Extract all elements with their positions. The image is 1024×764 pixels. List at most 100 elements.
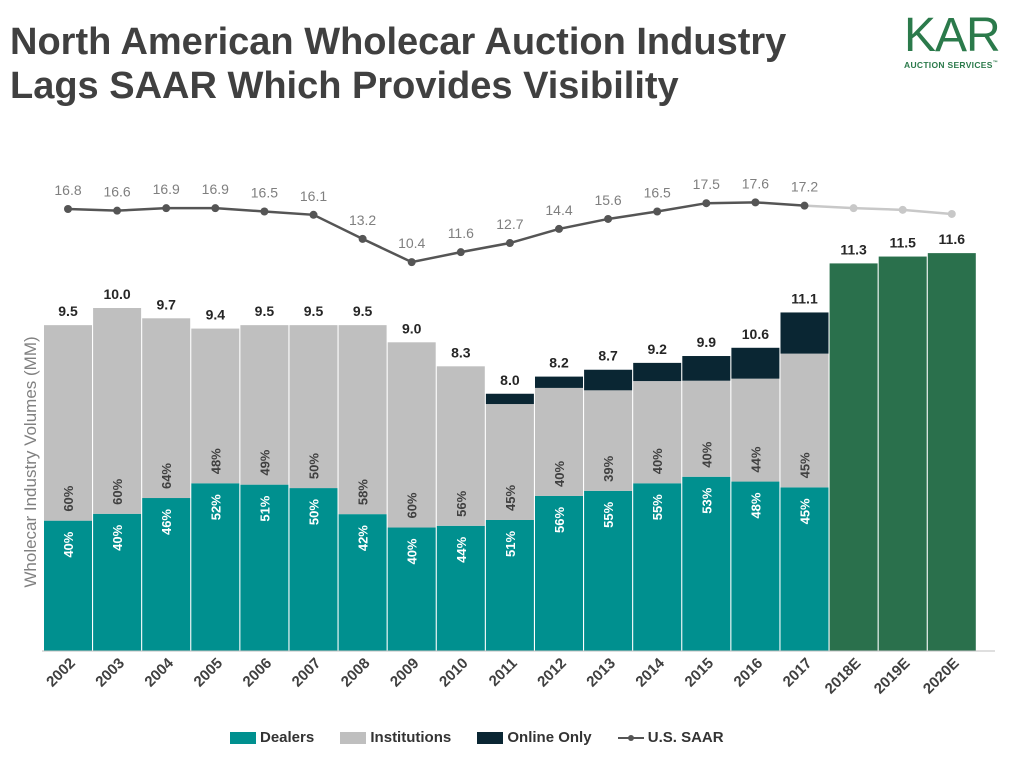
bar-dealers-2009 bbox=[387, 527, 436, 651]
bar-label-institutions-2012: 40% bbox=[552, 461, 567, 487]
bar-label-dealers-2002: 40% bbox=[61, 531, 76, 557]
saar-label-2005: 16.9 bbox=[202, 181, 229, 197]
bar-online_only-2015 bbox=[682, 356, 731, 381]
bar-label-institutions-2002: 60% bbox=[61, 485, 76, 511]
bar-dealers-2014 bbox=[633, 483, 682, 651]
logo-trademark: ™ bbox=[992, 60, 999, 67]
x-tick-2003: 2003 bbox=[92, 655, 128, 691]
kar-logo: KAR AUCTION SERVICES™ bbox=[900, 10, 1012, 72]
bar-dealers-2005 bbox=[191, 483, 240, 651]
bar-label-dealers-2007: 50% bbox=[307, 499, 322, 525]
title-line-2: Lags SAAR Which Provides Visibility bbox=[10, 65, 679, 107]
total-label-2014: 9.2 bbox=[647, 341, 667, 357]
saar-point-2009 bbox=[407, 258, 416, 267]
total-label-2013: 8.7 bbox=[598, 348, 618, 364]
total-label-2005: 9.4 bbox=[206, 307, 226, 323]
bar-institutions-2014 bbox=[633, 381, 682, 484]
bar-label-dealers-2006: 51% bbox=[257, 495, 272, 521]
total-label-2007: 9.5 bbox=[304, 303, 324, 319]
bar-dealers-2015 bbox=[682, 476, 731, 651]
x-tick-2004: 2004 bbox=[141, 654, 177, 690]
bar-institutions-2004 bbox=[142, 318, 191, 499]
bar-label-institutions-2006: 49% bbox=[257, 449, 272, 475]
bar-estimate-2019E bbox=[878, 256, 927, 651]
legend-line-saar bbox=[617, 732, 644, 744]
bar-institutions-2015 bbox=[682, 380, 731, 477]
bar-dealers-2010 bbox=[436, 525, 485, 651]
bar-institutions-2005 bbox=[191, 328, 240, 484]
x-tick-2014: 2014 bbox=[632, 654, 668, 690]
bar-institutions-2006 bbox=[240, 325, 289, 485]
bar-institutions-2002 bbox=[44, 325, 92, 521]
x-tick-2012: 2012 bbox=[534, 655, 570, 691]
saar-label-2004: 16.9 bbox=[153, 181, 180, 197]
bar-online_only-2011 bbox=[485, 393, 534, 405]
bar-label-dealers-2015: 53% bbox=[699, 487, 714, 513]
total-label-2004: 9.7 bbox=[156, 296, 176, 312]
bar-institutions-2012 bbox=[535, 387, 583, 496]
total-label-2002: 9.5 bbox=[58, 303, 78, 319]
total-label-2010: 8.3 bbox=[451, 344, 471, 360]
legend-label-saar: U.S. SAAR bbox=[647, 728, 724, 746]
bar-label-dealers-2013: 55% bbox=[601, 501, 616, 527]
total-label-2016: 10.6 bbox=[742, 326, 769, 342]
bar-label-dealers-2012: 56% bbox=[552, 507, 567, 533]
bar-label-dealers-2008: 42% bbox=[356, 525, 371, 551]
bar-label-dealers-2010: 44% bbox=[454, 536, 469, 562]
saar-estimate-point-2018E bbox=[849, 204, 858, 213]
bar-label-institutions-2004: 64% bbox=[159, 463, 174, 489]
saar-point-2005 bbox=[211, 204, 220, 213]
saar-label-2017: 17.2 bbox=[791, 179, 818, 195]
total-label-2006: 9.5 bbox=[255, 303, 275, 319]
legend-label-institutions: Institutions bbox=[370, 728, 452, 746]
total-label-2009: 9.0 bbox=[402, 320, 422, 336]
saar-point-2012 bbox=[555, 224, 563, 233]
legend-swatch-institutions bbox=[340, 731, 367, 744]
saar-estimate-point-2019E bbox=[898, 205, 907, 214]
legend-institutions: Institutions bbox=[340, 729, 451, 746]
bar-online_only-2013 bbox=[584, 369, 633, 391]
bar-dealers-2012 bbox=[535, 495, 583, 651]
saar-label-2009: 10.4 bbox=[398, 235, 425, 251]
bar-label-institutions-2009: 60% bbox=[405, 492, 420, 518]
total-label-2008: 9.5 bbox=[353, 303, 373, 319]
total-label-2020E: 11.6 bbox=[939, 231, 966, 247]
x-tick-2011: 2011 bbox=[486, 655, 521, 690]
bar-dealers-2011 bbox=[485, 519, 534, 651]
x-tick-2007: 2007 bbox=[289, 655, 325, 691]
bar-dealers-2002 bbox=[44, 520, 92, 651]
bar-label-institutions-2007: 50% bbox=[307, 453, 322, 479]
legend-swatch-dealers bbox=[230, 731, 256, 744]
bar-label-dealers-2014: 55% bbox=[650, 494, 665, 520]
bar-institutions-2013 bbox=[584, 390, 633, 491]
bar-estimate-2020E bbox=[927, 253, 976, 651]
saar-point-2008 bbox=[358, 234, 367, 243]
x-tick-2006: 2006 bbox=[240, 655, 276, 691]
saar-point-2002 bbox=[64, 205, 72, 213]
logo-subtitle-text: AUCTION SERVICES bbox=[904, 60, 993, 70]
saar-point-2004 bbox=[162, 204, 171, 213]
bar-label-institutions-2015: 40% bbox=[699, 441, 714, 467]
saar-point-2010 bbox=[456, 248, 465, 257]
bar-dealers-2016 bbox=[731, 481, 780, 651]
bar-label-dealers-2009: 40% bbox=[405, 538, 420, 564]
saar-label-2007: 16.1 bbox=[300, 188, 327, 204]
bar-dealers-2006 bbox=[240, 484, 289, 651]
saar-point-2011 bbox=[505, 239, 514, 248]
bar-institutions-2017 bbox=[780, 353, 829, 488]
bar-label-dealers-2016: 48% bbox=[748, 492, 763, 518]
chart-legend: Dealers Institutions Online Only U.S. SA… bbox=[230, 728, 746, 748]
bar-dealers-2017 bbox=[780, 487, 829, 651]
saar-label-2002: 16.8 bbox=[54, 182, 81, 198]
saar-label-2015: 17.5 bbox=[693, 176, 720, 192]
saar-label-2006: 16.5 bbox=[251, 184, 278, 200]
total-label-2012: 8.2 bbox=[549, 355, 569, 371]
bar-institutions-2007 bbox=[289, 325, 338, 489]
bar-institutions-2010 bbox=[436, 366, 485, 526]
x-tick-2010: 2010 bbox=[436, 655, 472, 691]
bar-label-institutions-2010: 56% bbox=[454, 490, 469, 516]
saar-point-2016 bbox=[751, 198, 760, 207]
bar-institutions-2008 bbox=[338, 325, 387, 515]
title-line-1: North American Wholecar Auction Industry bbox=[10, 21, 787, 63]
x-tick-2020E: 2020E bbox=[920, 655, 963, 698]
